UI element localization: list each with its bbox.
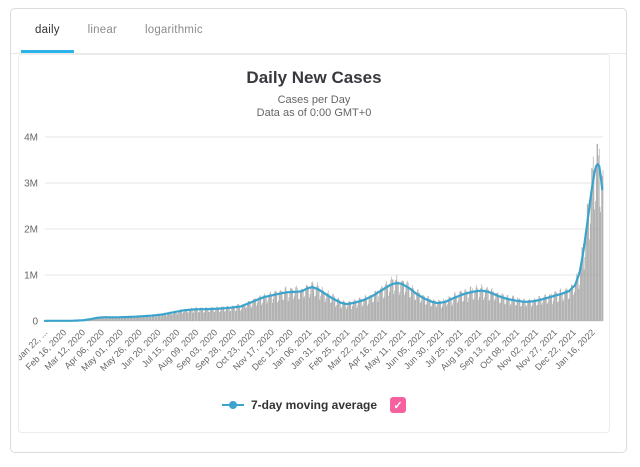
- legend-item-moving-average[interactable]: 7-day moving average: [221, 398, 378, 412]
- daily-cases-bars-path: [44, 143, 604, 321]
- y-axis-tick-label: 2M: [24, 225, 38, 236]
- moving-average-marker-icon: [221, 401, 244, 409]
- chart-panel: Daily New Cases Cases per Day Data as of…: [18, 54, 610, 433]
- tab-logarithmic[interactable]: logarithmic: [144, 23, 203, 36]
- tab-linear[interactable]: linear: [87, 23, 117, 36]
- daily-cases-bars: [44, 143, 604, 321]
- legend-checkbox[interactable]: ✓: [390, 397, 407, 413]
- y-axis-tick-label: 4M: [24, 133, 38, 144]
- checkmark-icon: ✓: [393, 399, 403, 412]
- y-axis-tick-label: 1M: [24, 271, 38, 282]
- y-axis-tick-label: 0: [32, 317, 38, 328]
- legend-label: 7-day moving average: [250, 398, 378, 412]
- chart-tabbar: daily linear logarithmic: [11, 9, 626, 54]
- y-axis-tick-label: 3M: [24, 179, 38, 190]
- chart-card: daily linear logarithmic Daily New Cases…: [10, 8, 627, 453]
- chart-legend: 7-day moving average ✓: [19, 397, 609, 413]
- moving-average-line: [43, 163, 604, 322]
- tab-daily[interactable]: daily: [21, 9, 74, 53]
